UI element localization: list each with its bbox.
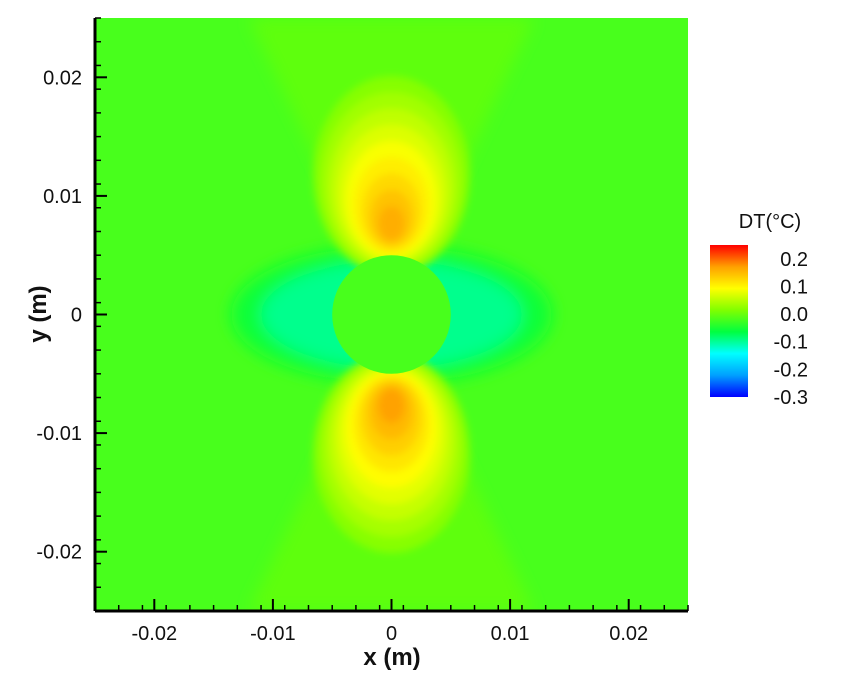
x-tick-label: 0 <box>386 623 397 645</box>
x-tick-label: 0.02 <box>609 623 648 645</box>
x-tick-label: 0.01 <box>491 623 530 645</box>
y-tick-label: 0.01 <box>43 186 82 208</box>
colorbar-label: -0.3 <box>774 387 808 409</box>
x-tick-label: -0.02 <box>132 623 178 645</box>
plot-area <box>95 18 688 611</box>
colorbar-label: 0.2 <box>780 249 808 271</box>
colorbar-label: -0.1 <box>774 332 808 354</box>
x-axis-title: x (m) <box>363 644 420 671</box>
colorbar-label: 0.0 <box>780 304 808 326</box>
colorbar-label: -0.2 <box>774 359 808 381</box>
hot-spot-contour <box>378 205 405 241</box>
hot-spot-contour <box>378 388 405 424</box>
colorbar: DT(°C) 0.2 0.1 0.0 -0.1 -0.2 -0.3 <box>710 211 808 409</box>
x-tick-label: -0.01 <box>250 623 296 645</box>
y-tick-label: -0.02 <box>36 542 82 564</box>
y-tick-label: 0.02 <box>43 67 82 89</box>
colorbar-title: DT(°C) <box>739 211 801 233</box>
hot-spot <box>313 353 470 553</box>
y-tick-label: -0.01 <box>36 423 82 445</box>
cylinder <box>332 255 451 374</box>
hot-spot <box>313 76 470 276</box>
axes: -0.02 -0.01 0 0.01 0.02 -0.02 -0.01 0 0.01 0.02 <box>36 17 689 645</box>
y-axis-title: y (m) <box>25 285 52 342</box>
colorbar-bar <box>710 245 748 397</box>
y-tick-label: 0 <box>71 305 82 327</box>
colorbar-label: 0.1 <box>780 276 808 298</box>
